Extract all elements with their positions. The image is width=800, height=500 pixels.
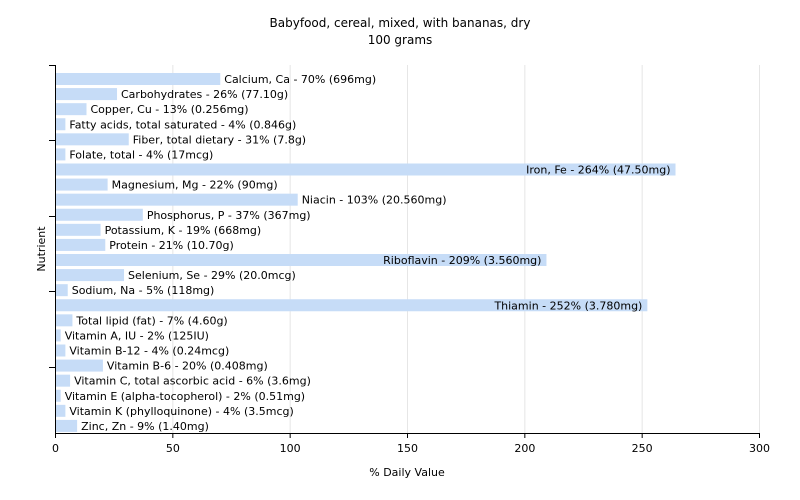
- chart-title: Babyfood, cereal, mixed, with bananas, d…: [269, 16, 531, 30]
- bar: [56, 329, 61, 342]
- bar-label: Thiamin - 252% (3.780mg): [493, 299, 642, 312]
- bar: [56, 163, 676, 176]
- bar-label: Iron, Fe - 264% (47.50mg): [526, 164, 670, 177]
- bar: [56, 389, 61, 402]
- bar-label: Vitamin B-6 - 20% (0.408mg): [107, 360, 268, 373]
- bar-label: Protein - 21% (10.70g): [109, 239, 234, 252]
- x-axis-title: % Daily Value: [369, 466, 445, 479]
- bar: [56, 269, 125, 282]
- chart-subtitle: 100 grams: [367, 33, 433, 47]
- bar: [56, 223, 101, 236]
- bar-label: Total lipid (fat) - 7% (4.60g): [75, 314, 227, 327]
- bar-label: Carbohydrates - 26% (77.10g): [121, 88, 288, 101]
- bar-label: Magnesium, Mg - 22% (90mg): [112, 179, 278, 192]
- bar: [56, 208, 143, 221]
- bar-label: Vitamin C, total ascorbic acid - 6% (3.6…: [74, 375, 311, 388]
- x-tick-label: 50: [166, 442, 180, 455]
- bar-label: Sodium, Na - 5% (118mg): [72, 284, 215, 297]
- bar-label: Zinc, Zn - 9% (1.40mg): [81, 420, 209, 433]
- bar-label: Vitamin K (phylloquinone) - 4% (3.5mcg): [69, 405, 293, 418]
- bar: [56, 314, 73, 327]
- bar-label: Selenium, Se - 29% (20.0mcg): [128, 269, 296, 282]
- bar: [56, 404, 66, 417]
- bar: [56, 103, 87, 116]
- bar-label: Calcium, Ca - 70% (696mg): [224, 73, 376, 86]
- bar: [56, 344, 66, 357]
- bar-label: Vitamin E (alpha-tocopherol) - 2% (0.51m…: [65, 390, 305, 403]
- bar: [56, 178, 108, 191]
- y-axis-title: Nutrient: [35, 226, 48, 272]
- bar: [56, 254, 547, 266]
- bar: [56, 419, 78, 432]
- bar: [56, 73, 221, 85]
- bar-label: Fatty acids, total saturated - 4% (0.846…: [69, 118, 296, 131]
- bar: [56, 238, 106, 251]
- bar-label: Riboflavin - 209% (3.560mg): [383, 254, 541, 267]
- bar: [56, 299, 648, 312]
- bar: [56, 148, 66, 161]
- bar-label: Vitamin A, IU - 2% (125IU): [65, 329, 209, 342]
- bar: [56, 193, 298, 206]
- bar: [56, 118, 66, 131]
- x-tick-label: 0: [52, 442, 59, 455]
- bar: [56, 359, 103, 372]
- bar-label: Phosphorus, P - 37% (367mg): [147, 209, 311, 222]
- bar-label: Fiber, total dietary - 31% (7.8g): [133, 133, 306, 146]
- x-tick-label: 300: [749, 442, 770, 455]
- x-tick-label: 200: [514, 442, 535, 455]
- bar: [56, 374, 71, 387]
- bar-label: Potassium, K - 19% (668mg): [105, 224, 262, 237]
- bar-label: Niacin - 103% (20.560mg): [302, 194, 447, 207]
- bar-label: Vitamin B-12 - 4% (0.24mcg): [69, 345, 229, 358]
- x-tick-label: 100: [280, 442, 301, 455]
- bar: [56, 133, 129, 146]
- bar: [56, 284, 68, 297]
- bar-label: Folate, total - 4% (17mcg): [69, 148, 213, 161]
- bar-label: Copper, Cu - 13% (0.256mg): [91, 103, 249, 116]
- bar: [56, 88, 118, 101]
- x-tick-label: 250: [632, 442, 653, 455]
- x-tick-label: 150: [397, 442, 418, 455]
